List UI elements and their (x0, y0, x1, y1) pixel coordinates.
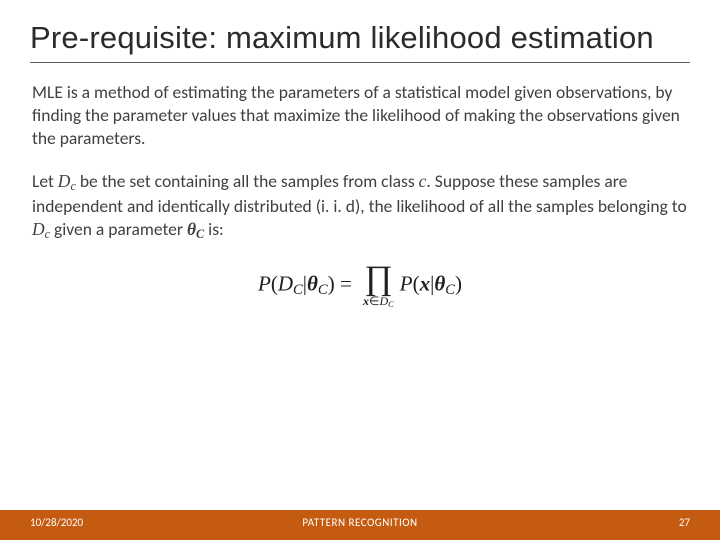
text-fragment: be the set containing all the samples fr… (76, 170, 419, 192)
eq-theta-sub: C (445, 282, 455, 298)
symbol-dc: Dc (32, 219, 50, 239)
text-fragment: Let (32, 170, 58, 192)
footer-page-number: 27 (679, 516, 690, 529)
eq-rparen: ) (328, 271, 335, 295)
text-fragment: given a parameter (50, 218, 187, 240)
slide-title: Pre-requisite: maximum likelihood estima… (30, 20, 690, 63)
eq-theta: θ (307, 271, 318, 295)
symbol-dc: Dc (58, 171, 76, 191)
slide-container: Pre-requisite: maximum likelihood estima… (0, 0, 720, 540)
likelihood-equation: P(DC|θC) = ∏ x∈DC P(x|θC) (30, 262, 690, 309)
product-symbol-icon: ∏ (363, 262, 394, 296)
text-fragment: is: (204, 218, 224, 240)
eq-lparen: ( (413, 271, 420, 295)
footer-bar: 10/28/2020 PATTERN RECOGNITION 27 (0, 510, 720, 540)
eq-product: ∏ x∈DC (363, 262, 394, 309)
eq-theta-sub: C (318, 282, 328, 298)
eq-lparen: ( (271, 271, 278, 295)
eq-P: P (400, 271, 413, 295)
eq-theta: θ (434, 271, 445, 295)
eq-D-sub: C (293, 282, 303, 298)
paragraph-mle-definition: MLE is a method of estimating the parame… (30, 81, 690, 150)
eq-D: D (278, 271, 293, 295)
paragraph-likelihood-setup: Let Dc be the set containing all the sam… (30, 170, 690, 242)
footer-subject: PATTERN RECOGNITION (0, 516, 720, 529)
symbol-theta-c: θC (187, 219, 204, 239)
eq-rparen: ) (455, 271, 462, 295)
eq-x: x (420, 271, 431, 295)
eq-P: P (258, 271, 271, 295)
product-subscript: x∈DC (363, 294, 394, 309)
eq-equals: = (335, 271, 357, 295)
